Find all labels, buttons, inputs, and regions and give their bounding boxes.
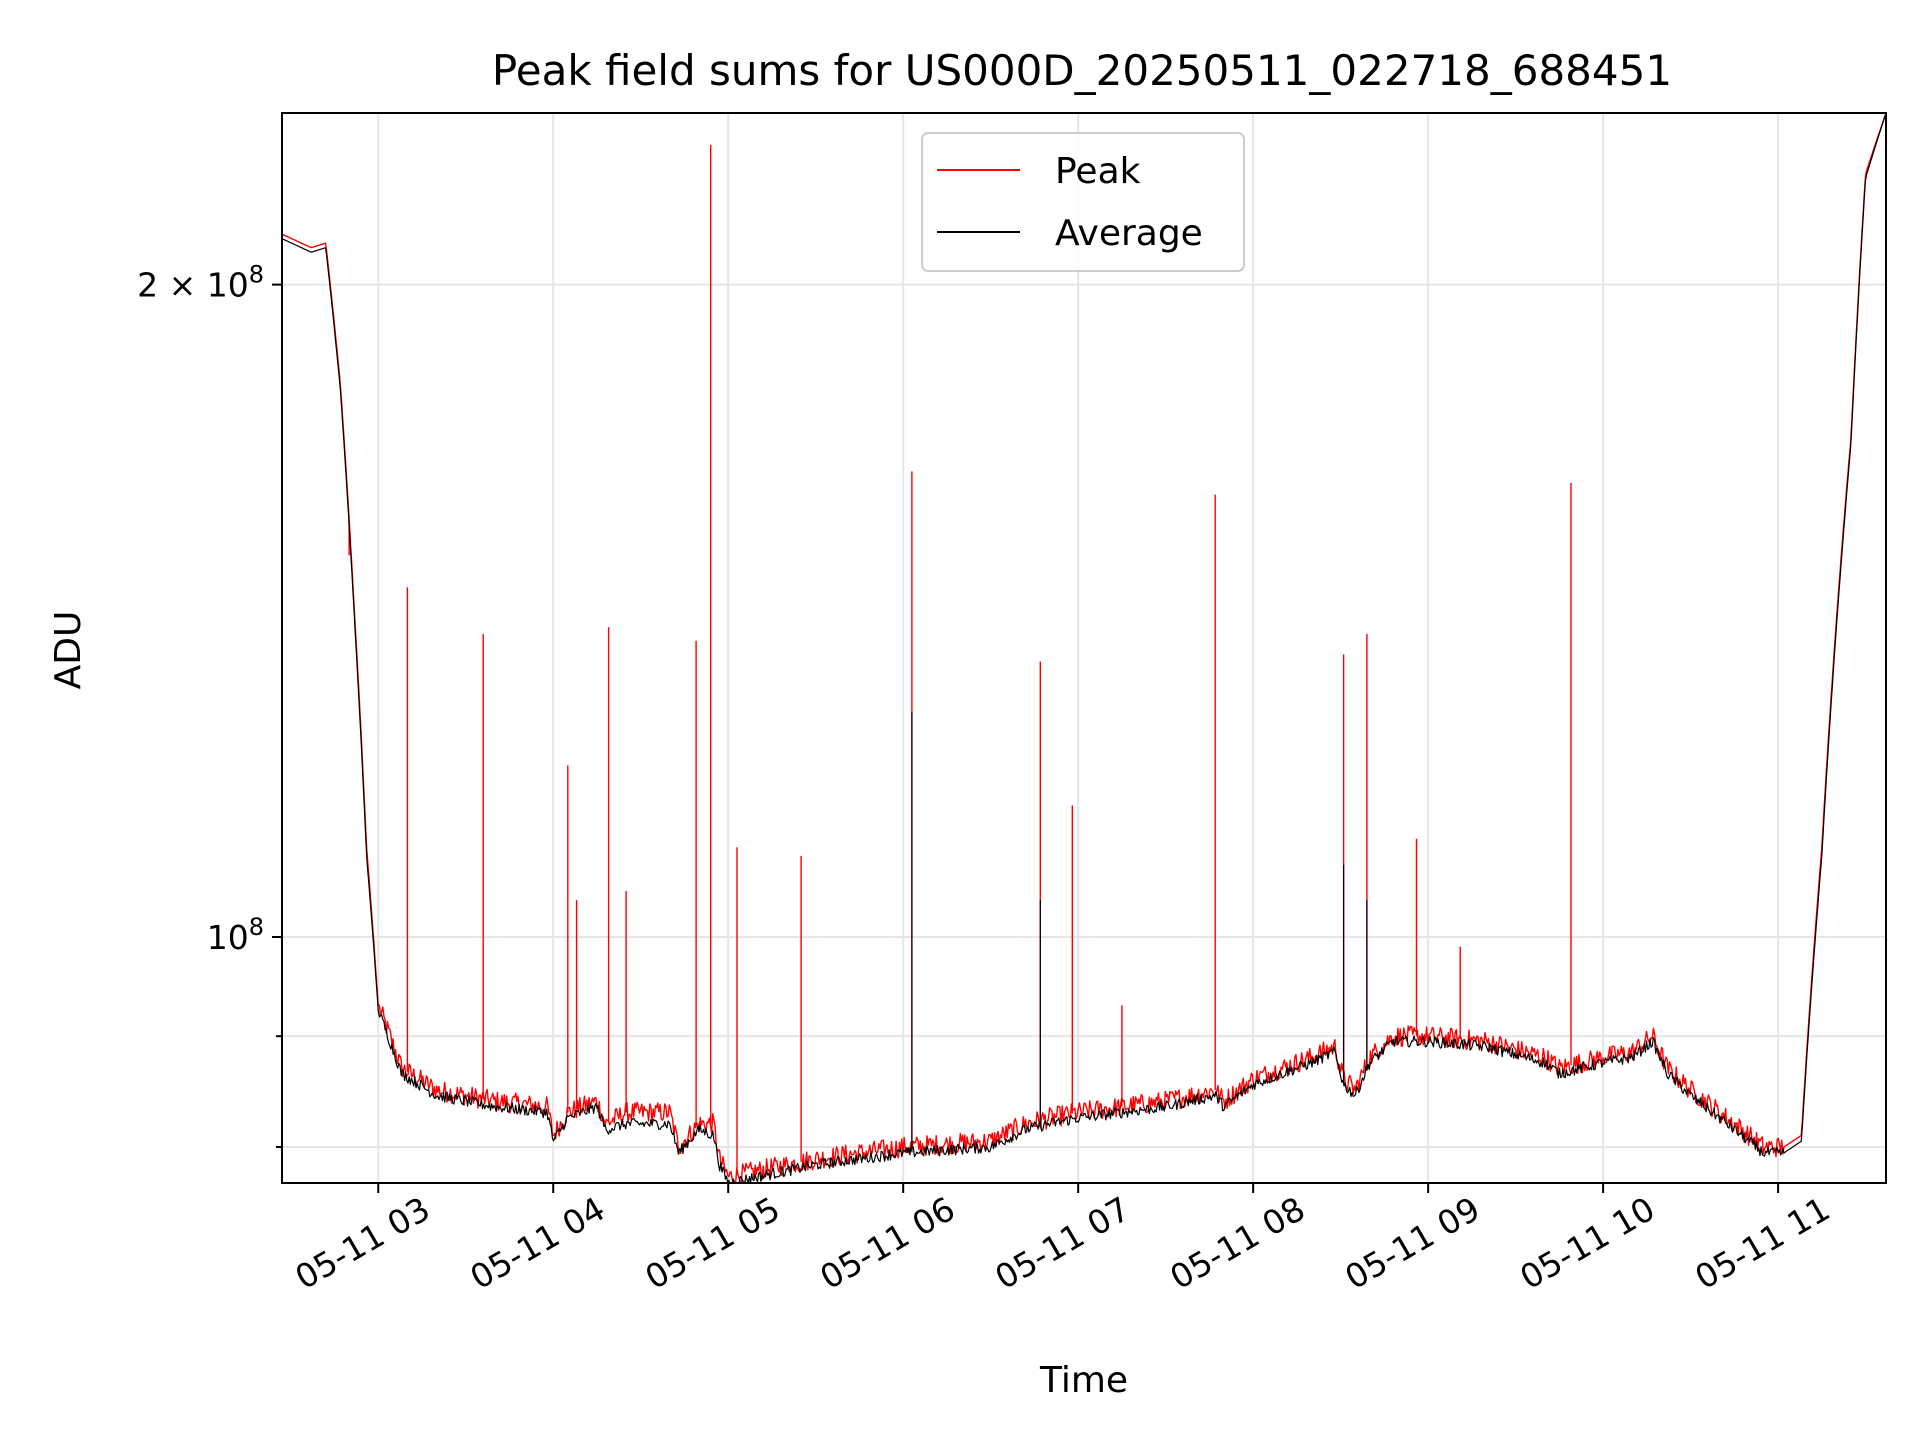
legend-label-average: Average <box>1055 213 1203 254</box>
grid <box>282 113 1886 1183</box>
chart-title: Peak field sums for US000D_20250511_0227… <box>492 46 1672 95</box>
plot-frame <box>281 112 1887 1184</box>
x-axis-label: Time <box>1039 1360 1128 1401</box>
legend-box <box>921 132 1245 272</box>
legend: Peak Average <box>921 132 1245 272</box>
legend-label-peak: Peak <box>1055 151 1141 192</box>
plot-lines <box>281 112 1887 1184</box>
y-tick-label: 2 × 108 <box>137 261 264 305</box>
y-tick-label: 108 <box>207 913 264 957</box>
y-axis-label: ADU <box>48 611 89 690</box>
series-average-line <box>281 112 1887 1184</box>
